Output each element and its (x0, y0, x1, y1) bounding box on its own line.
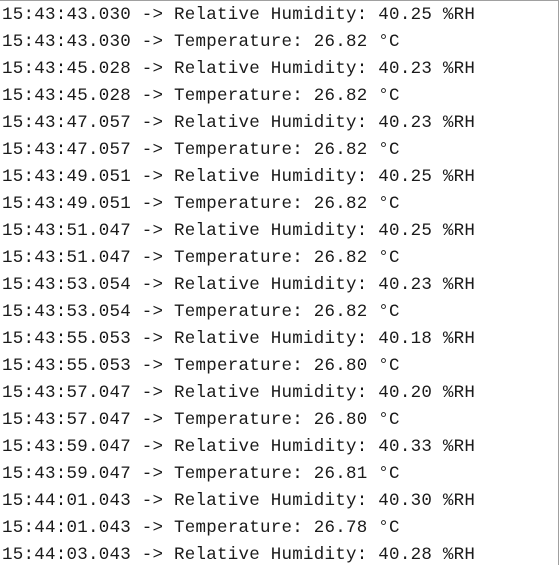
log-line: 15:43:59.047 -> Temperature: 26.81 °C (2, 464, 400, 484)
log-line: 15:43:55.053 -> Relative Humidity: 40.18… (2, 329, 476, 349)
log-line: 15:44:01.043 -> Temperature: 26.78 °C (2, 518, 400, 538)
log-line: 15:43:51.047 -> Relative Humidity: 40.25… (2, 221, 476, 241)
log-line: 15:43:43.030 -> Temperature: 26.82 °C (2, 32, 400, 52)
log-line: 15:43:57.047 -> Temperature: 26.80 °C (2, 410, 400, 430)
log-line: 15:43:51.047 -> Temperature: 26.82 °C (2, 248, 400, 268)
log-line: 15:43:49.051 -> Temperature: 26.82 °C (2, 194, 400, 214)
log-line: 15:43:43.030 -> Relative Humidity: 40.25… (2, 5, 476, 25)
log-line: 15:43:55.053 -> Temperature: 26.80 °C (2, 356, 400, 376)
log-line: 15:43:45.028 -> Temperature: 26.82 °C (2, 86, 400, 106)
log-line: 15:43:57.047 -> Relative Humidity: 40.20… (2, 383, 476, 403)
log-line: 15:44:01.043 -> Relative Humidity: 40.30… (2, 491, 476, 511)
log-line: 15:43:47.057 -> Relative Humidity: 40.23… (2, 113, 476, 133)
log-line: 15:44:03.043 -> Relative Humidity: 40.28… (2, 545, 476, 565)
log-line: 15:43:53.054 -> Temperature: 26.82 °C (2, 302, 400, 322)
log-line: 15:43:53.054 -> Relative Humidity: 40.23… (2, 275, 476, 295)
log-line: 15:43:45.028 -> Relative Humidity: 40.23… (2, 59, 476, 79)
log-line: 15:43:47.057 -> Temperature: 26.82 °C (2, 140, 400, 160)
log-line: 15:43:59.047 -> Relative Humidity: 40.33… (2, 437, 476, 457)
log-line: 15:43:49.051 -> Relative Humidity: 40.25… (2, 167, 476, 187)
